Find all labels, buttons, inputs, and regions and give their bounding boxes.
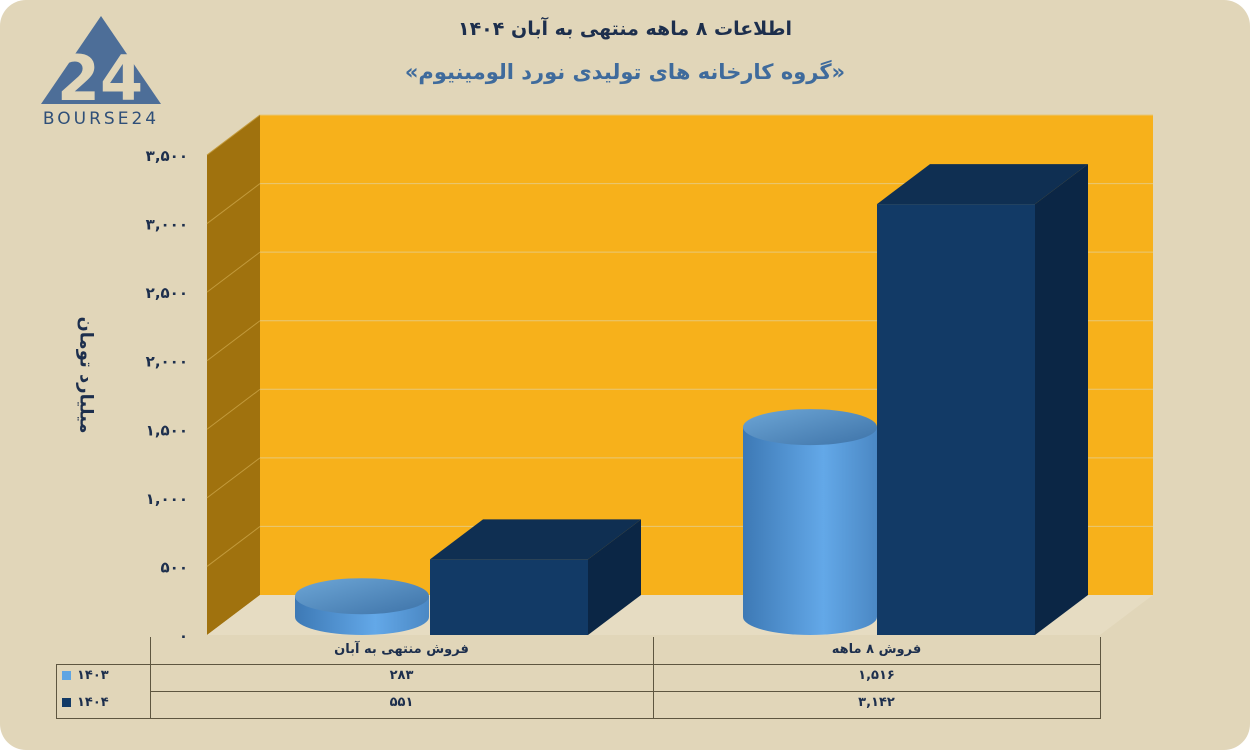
bar-1403 — [295, 578, 429, 635]
table-value: ۲۸۳ — [389, 668, 414, 683]
bar-1404 — [877, 164, 1088, 635]
box-front — [430, 559, 588, 635]
cylinder-body — [743, 427, 877, 635]
y-tick-label: ۱,۰۰۰ — [146, 490, 188, 508]
chart-title: اطلاعات ۸ ماهه منتهی به آبان ۱۴۰۴ — [457, 18, 793, 40]
cylinder-top — [295, 578, 429, 615]
y-tick-label: ۲,۰۰۰ — [146, 353, 188, 371]
side-wall — [207, 115, 260, 635]
y-tick-label: ۱,۵۰۰ — [146, 421, 188, 439]
bar-1404 — [430, 519, 641, 635]
y-tick-label: ۰ — [179, 627, 188, 645]
gridline — [206, 251, 261, 293]
gridline — [206, 320, 261, 362]
y-tick-label: ۵۰۰ — [161, 558, 188, 576]
table-value: ۳,۱۴۲ — [858, 695, 895, 710]
box-top — [430, 519, 641, 560]
table-value: ۵۵۱ — [389, 695, 414, 710]
chart-subtitle: «گروه کارخانه های تولیدی نورد الومینیوم» — [404, 60, 846, 84]
gridline — [206, 183, 261, 224]
gridline — [206, 457, 261, 499]
cylinder-top — [743, 409, 877, 446]
box-side — [1035, 164, 1088, 635]
gridline — [206, 526, 261, 567]
legend-1404: ۱۴۰۴ — [62, 695, 109, 710]
legend-swatch-1403 — [62, 671, 71, 680]
box-front — [877, 204, 1035, 635]
table-value: ۱,۵۱۶ — [858, 668, 895, 683]
bourse24-logo: 24 BOURSE24 — [41, 16, 161, 129]
gridline — [206, 388, 261, 430]
category-label: فروش ۸ ماهه — [831, 642, 922, 657]
y-tick-label: ۳,۵۰۰ — [146, 147, 188, 165]
bar-1403 — [743, 409, 877, 635]
y-tick-label: ۲,۵۰۰ — [146, 284, 188, 302]
svg-text:24: 24 — [57, 42, 143, 115]
legend-swatch-1404 — [62, 698, 71, 707]
data-table: فروش منتهی به آبان فروش ۸ ماهه ۱۴۰۳ ۱۴۰۴… — [56, 637, 1101, 719]
legend-1403: ۱۴۰۳ — [62, 668, 109, 683]
legend-label: ۱۴۰۳ — [77, 668, 109, 683]
category-label: فروش منتهی به آبان — [334, 642, 469, 657]
legend-label: ۱۴۰۴ — [77, 695, 109, 710]
gridline — [206, 114, 261, 156]
box-side — [588, 519, 641, 635]
y-tick-label: ۳,۰۰۰ — [146, 216, 188, 234]
svg-text:BOURSE24: BOURSE24 — [43, 109, 159, 129]
box-top — [877, 164, 1088, 205]
